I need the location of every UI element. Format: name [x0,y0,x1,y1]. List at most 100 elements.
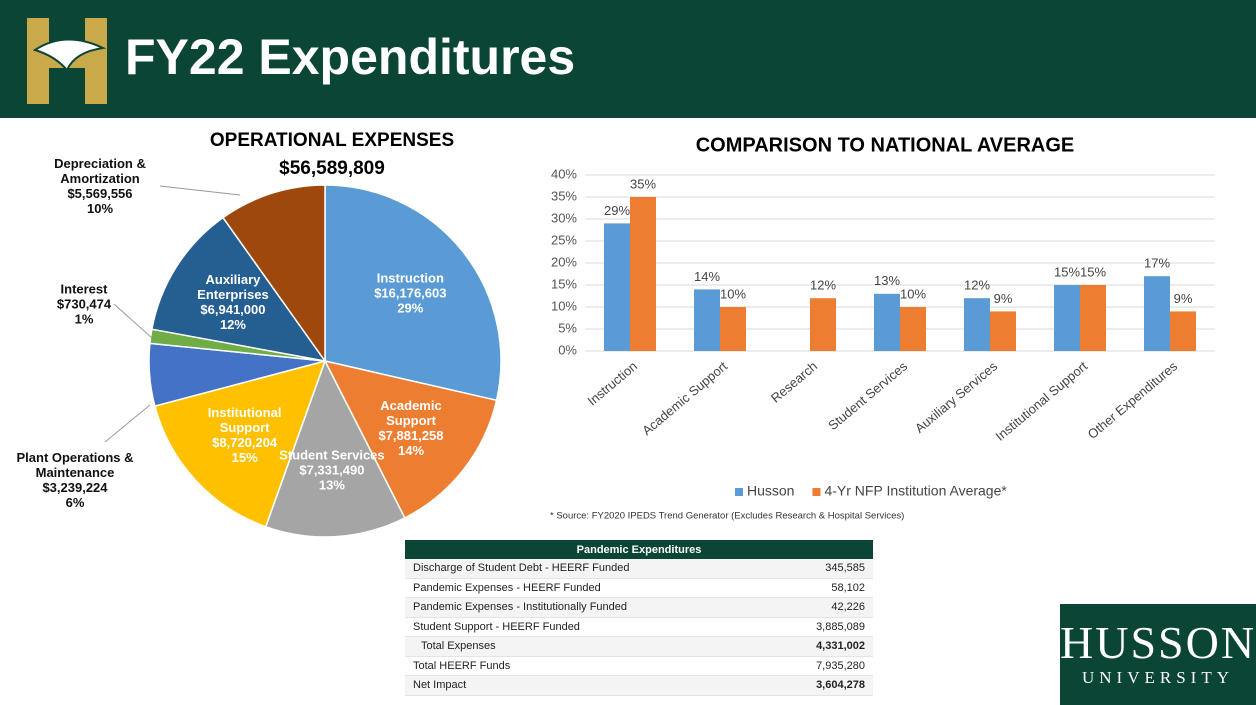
table-title: Pandemic Expenditures [405,540,873,559]
university-logo: HUSSON UNIVERSITY [1060,604,1256,705]
data-label: 35% [630,176,656,191]
table-label: Net Impact [405,675,771,696]
bar [694,289,720,351]
y-tick-label: 35% [551,188,577,203]
table-row: Pandemic Expenses - HEERF Funded 58,102 [405,578,873,598]
table-value: 58,102 [770,578,873,598]
pie-slice [153,359,327,528]
category-label: Plant Operations & Maintenance [16,450,134,480]
leader-line [113,303,153,339]
y-tick-label: 10% [551,298,577,313]
header: FY22 Expenditures [0,0,1256,118]
data-label: 9% [994,291,1013,306]
percent-label: 29% [397,300,424,316]
pie-label: Plant Operations & Maintenance $3,239,224… [15,450,135,510]
bar [1054,285,1080,351]
value-label: $16,176,603 [374,285,447,301]
bar [964,298,990,351]
pie-label: Academic Support $7,881,258 14% [356,398,466,458]
leader-line [159,185,241,196]
x-tick-label: Student Services [825,358,910,433]
table-row: Student Support - HEERF Funded 3,885,089 [405,617,873,637]
bar [1144,276,1170,351]
value-label: $5,569,556 [67,186,133,201]
data-label: 17% [1144,256,1170,271]
bar [604,223,630,351]
x-tick-label: Institutional Support [992,358,1090,444]
pie-label: Auxiliary Enterprises $6,941,000 12% [178,272,288,332]
bar-title: COMPARISON TO NATIONAL AVERAGE [696,134,1075,156]
table-value: 3,885,089 [770,617,873,637]
table-row: Pandemic Expenses - Institutionally Fund… [405,597,873,618]
bar [1080,285,1106,351]
value-label: $3,239,224 [42,480,108,495]
data-label: 15% [1080,264,1106,279]
x-tick-label: Other Expenditures [1085,358,1181,442]
y-tick-label: 0% [558,342,577,357]
table-row: Total Expenses 4,331,002 [405,636,873,657]
value-label: $6,941,000 [200,302,266,318]
y-tick-label: 20% [551,254,577,269]
table-label: Student Support - HEERF Funded [405,617,771,637]
pandemic-table: Pandemic Expenditures Discharge of Stude… [405,540,873,696]
value-label: $8,720,204 [212,434,278,450]
logo-icon [27,18,107,104]
data-label: 15% [1054,264,1080,279]
x-tick-label: Auxiliary Services [912,358,1001,436]
table-value: 345,585 [770,559,873,579]
y-tick-label: 30% [551,210,577,225]
legend-label: 4-Yr NFP Institution Average* [824,483,1007,499]
data-label: 29% [604,203,630,218]
category-label: Depreciation & Amortization [54,156,146,186]
category-label: Instruction [376,270,444,286]
leader-line [104,404,151,443]
percent-label: 10% [86,201,114,216]
y-tick-label: 40% [551,166,577,181]
data-label: 12% [964,278,990,293]
category-label: Student Services [279,447,385,463]
table-label: Discharge of Student Debt - HEERF Funded [405,559,771,579]
pie-slice [151,216,327,363]
table-label: Total HEERF Funds [405,656,771,676]
data-label: 13% [874,273,900,288]
bar [990,311,1016,351]
pie-slice [264,359,406,538]
category-label: Institutional Support [207,404,282,435]
table-row: Total HEERF Funds 7,935,280 [405,656,873,676]
legend-swatch [812,488,821,496]
pie-subtitle: $56,589,809 [279,158,385,179]
pie-label: Depreciation & Amortization $5,569,556 10% [40,156,160,216]
bar [900,307,926,351]
table-row: Discharge of Student Debt - HEERF Funded… [405,559,873,579]
data-label: 9% [1174,291,1193,306]
data-label: 10% [900,286,926,301]
y-tick-label: 15% [551,276,577,291]
value-label: $7,881,258 [378,428,444,444]
category-label: Interest [60,281,108,297]
bar [720,307,746,351]
bar [1170,311,1196,351]
bar [630,197,656,351]
x-tick-label: Academic Support [639,358,730,438]
table-row: Net Impact 3,604,278 [405,675,873,696]
pie-label: Instruction $16,176,603 29% [355,271,465,316]
bar [874,293,900,351]
logo-subtitle: UNIVERSITY [1082,668,1234,687]
x-tick-label: Research [768,358,820,405]
pie-slice [221,184,326,364]
category-label: Auxiliary Enterprises [197,272,269,303]
pie-label: Institutional Support $8,720,204 15% [190,405,300,465]
slide-title: FY22 Expenditures [125,29,576,85]
y-tick-label: 5% [558,320,577,335]
percent-label: 15% [231,449,258,465]
x-tick-label: Instruction [585,358,641,408]
value-label: $7,331,490 [299,462,365,478]
pie-label: Interest $730,474 1% [24,282,144,327]
percent-label: 13% [318,477,345,493]
pie-slice [323,359,498,519]
data-label: 10% [720,286,746,301]
source-note: * Source: FY2020 IPEDS Trend Generator (… [550,511,904,522]
data-label: 14% [694,269,720,284]
